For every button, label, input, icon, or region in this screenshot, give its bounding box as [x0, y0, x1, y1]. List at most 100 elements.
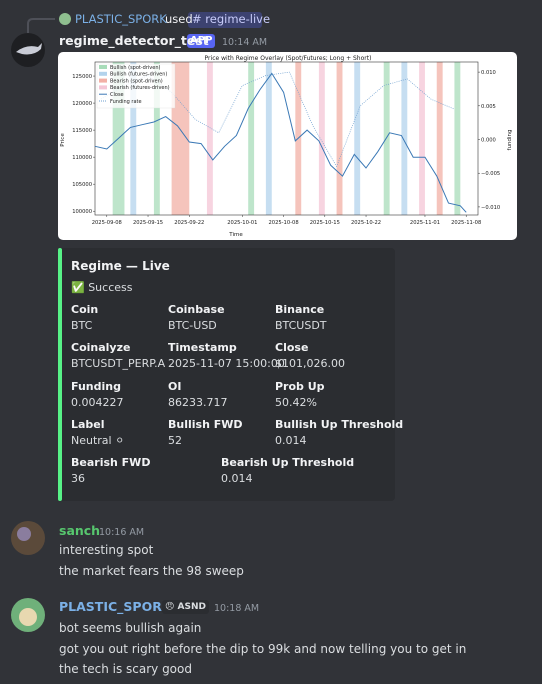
header-used: used — [165, 12, 193, 26]
field-name: Coinbase — [168, 303, 225, 316]
chart-title: Price with Regime Overlay (Spot/Futures;… — [205, 55, 372, 62]
regime-span — [153, 62, 160, 215]
x-tick-label: 2025-10-15 — [310, 220, 340, 226]
regime-span — [248, 62, 255, 215]
y2-axis-label: funding — [507, 130, 513, 151]
x-tick-label: 2025-09-08 — [92, 220, 122, 226]
command-link[interactable]: # regime-live — [192, 12, 271, 26]
y-axis-label: Price — [60, 133, 66, 147]
legend-swatch — [99, 65, 107, 69]
message-text: the tech is scary good — [59, 662, 192, 676]
regime-span — [436, 62, 443, 215]
field-value: BTCUSDT — [275, 319, 327, 332]
y-tick-label: 100000 — [72, 209, 92, 215]
header-user[interactable]: PLASTIC_SPORK — [75, 12, 167, 26]
field-name: Coinalyze — [71, 341, 131, 355]
regime-span — [454, 62, 461, 215]
x-tick-label: 2025-11-01 — [410, 220, 440, 226]
legend-label: Close — [110, 92, 124, 98]
regime-span — [130, 62, 137, 215]
regime-span — [206, 62, 213, 215]
legend-label: Bearish (spot-driven) — [110, 78, 163, 84]
shark-icon — [16, 43, 42, 55]
field-value: 2025-11-07 15:00:00 — [168, 357, 285, 371]
y2-tick-label: 0.000 — [481, 138, 496, 144]
embed-box — [58, 248, 395, 501]
x-tick-label: 2025-10-08 — [268, 220, 298, 226]
msg-time: 10:16 AM — [99, 527, 145, 538]
field-name: Prob Up — [275, 379, 325, 393]
app-tag: APP — [190, 35, 213, 46]
regime-span — [419, 62, 425, 215]
bot-name[interactable]: regime_detector_test — [59, 33, 209, 48]
legend-label: Bullish (spot-driven) — [110, 65, 161, 71]
legend-swatch — [99, 78, 107, 83]
field-value: 0.014 — [275, 433, 307, 447]
regime-span — [336, 62, 343, 215]
field-name: Coin — [71, 303, 99, 316]
y-tick-label: 110000 — [72, 155, 92, 161]
app-tag-bg — [187, 34, 215, 48]
message-text: interesting spot — [59, 543, 154, 557]
badge: 😠 ASND — [162, 600, 209, 614]
field-value: 0.004227 — [71, 395, 124, 409]
regime-span — [401, 62, 408, 215]
mini-avatar — [59, 13, 71, 25]
field-name: OI — [168, 379, 182, 393]
msg-time: 10:18 AM — [214, 603, 260, 614]
field-name: Funding — [71, 379, 121, 393]
author[interactable]: sanch — [59, 523, 101, 538]
field-name: Bearish Up Threshold — [221, 456, 355, 469]
x-axis-label: Time — [228, 232, 243, 238]
x-tick-label: 2025-09-15 — [133, 220, 163, 226]
regime-span — [318, 62, 325, 215]
field-value: BTCUSDT_PERP.A — [71, 357, 166, 371]
y-tick-label: 125000 — [72, 74, 92, 80]
field-value: $101,026.00 — [275, 357, 345, 371]
legend-label: Bearish (futures-driven) — [110, 85, 170, 91]
field-name: Bearish FWD — [71, 456, 151, 469]
regime-span — [171, 62, 190, 215]
reply-line — [27, 18, 55, 34]
field-value: 50.42% — [275, 395, 317, 409]
field-value: BTC-USD — [168, 319, 217, 332]
legend-swatch — [99, 71, 107, 76]
chart-image[interactable]: Price with Regime Overlay (Spot/Futures;… — [58, 52, 518, 241]
regime-span — [383, 62, 390, 215]
y-tick-label: 115000 — [72, 128, 92, 134]
embed-title: Regime — Live — [71, 259, 170, 273]
x-tick-label: 2025-10-01 — [227, 220, 257, 226]
message-text: the market fears the 98 sweep — [59, 564, 244, 578]
y2-tick-label: 0.005 — [481, 104, 496, 110]
y2-tick-label: −0.005 — [481, 171, 500, 177]
plot-frame — [94, 61, 479, 216]
price-line — [94, 72, 467, 213]
field-value: 36 — [71, 472, 85, 485]
field-value: 0.014 — [221, 472, 253, 485]
embed-accent — [58, 248, 62, 501]
command-pill — [188, 12, 262, 28]
field-name: Timestamp — [168, 341, 237, 355]
field-name: Bullish FWD — [168, 417, 243, 431]
avatar-detail — [17, 527, 31, 541]
y-tick-label: 120000 — [72, 101, 92, 107]
avatar-detail — [19, 608, 37, 626]
author[interactable]: PLASTIC_SPORK — [59, 599, 172, 614]
field-name: Bullish Up Threshold — [275, 417, 404, 431]
field-value: BTC — [71, 319, 93, 332]
embed-status: ✅ Success — [71, 281, 133, 294]
legend-label: Funding rate — [110, 99, 142, 105]
y2-tick-label: −0.010 — [481, 205, 500, 211]
field-value: Neutral ⚪ — [71, 433, 125, 447]
field-name: Label — [71, 417, 105, 431]
x-tick-label: 2025-09-22 — [174, 220, 204, 226]
field-value: 52 — [168, 433, 182, 447]
x-tick-label: 2025-11-08 — [451, 220, 481, 226]
regime-span — [354, 62, 361, 215]
legend-label: Bullish (futures-driven) — [110, 72, 167, 78]
bot-time: 10:14 AM — [222, 37, 268, 48]
y-tick-label: 105000 — [72, 182, 92, 188]
message-text: bot seems bullish again — [59, 621, 202, 635]
